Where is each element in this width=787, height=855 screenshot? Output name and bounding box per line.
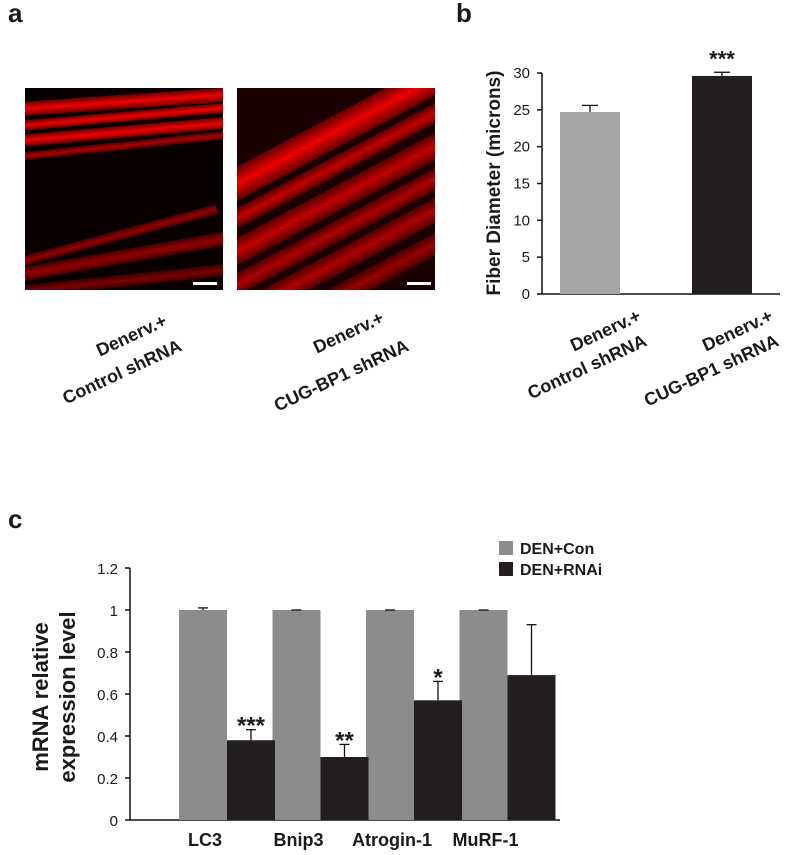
y-tick-label: 0 [522,286,530,303]
bar [272,610,321,820]
bar [179,610,227,820]
bar [227,740,275,820]
significance: * [433,664,443,691]
bar [320,757,369,820]
panel-label: a [8,0,23,28]
y-tick-label: 0.8 [97,645,118,662]
y-tick-label: 1.2 [97,561,118,578]
y-axis-label: mRNA relative [28,622,53,772]
bar [459,610,508,820]
micrograph-knockdown [237,88,435,290]
bar [414,700,462,820]
image-caption: CUG-BP1 shRNA [271,335,412,415]
legend-swatch [499,562,513,576]
x-tick-label: Atrogin-1 [352,830,432,850]
bar [366,610,414,820]
y-tick-label: 1 [110,603,118,620]
significance: *** [709,46,735,71]
y-tick-label: 30 [513,65,530,82]
y-tick-label: 0.6 [97,687,118,704]
y-tick-label: 5 [522,249,530,266]
y-tick-label: 10 [513,212,530,229]
x-tick-label: LC3 [188,830,222,850]
significance: ** [335,727,354,754]
bar [560,112,620,294]
y-tick-label: 0.2 [97,771,118,788]
significance: *** [237,713,266,740]
x-tick-label: Bnip3 [273,830,323,850]
y-tick-label: 0 [110,813,118,830]
y-tick-label: 20 [513,139,530,156]
x-tick-label: MuRF-1 [453,830,519,850]
legend-label: DEN+Con [520,541,594,558]
y-axis-label: Fiber Diameter (microns) [484,71,505,296]
y-tick-label: 0.4 [97,729,118,746]
bar [692,75,752,295]
bar [507,675,556,820]
micrograph-control [25,88,223,290]
panel-label: c [8,504,22,534]
panel-label: b [456,0,472,28]
y-tick-label: 15 [513,176,530,193]
legend-label: DEN+RNAi [520,562,602,579]
y-tick-label: 25 [513,102,530,119]
legend-swatch [499,541,513,555]
y-axis-label: expression level [55,611,80,782]
